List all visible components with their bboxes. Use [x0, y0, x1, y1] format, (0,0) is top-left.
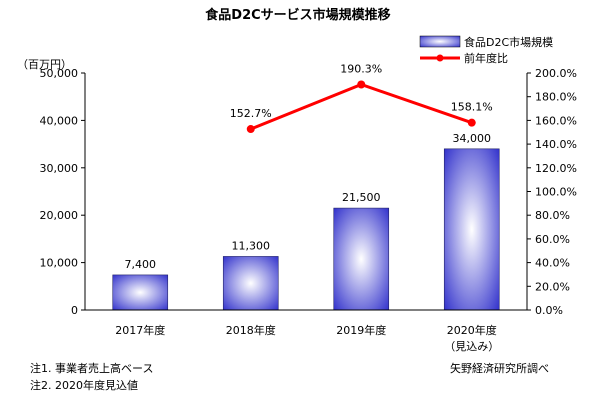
category-label: 2019年度: [336, 323, 386, 337]
left-tick-label: 10,000: [40, 257, 79, 270]
right-tick-label: 0.0%: [535, 304, 563, 317]
right-tick-label: 160.0%: [535, 114, 577, 127]
line-data-label: 190.3%: [340, 62, 382, 75]
right-tick-label: 20.0%: [535, 280, 570, 293]
left-tick-label: 50,000: [40, 67, 79, 80]
right-tick-label: 120.0%: [535, 162, 577, 175]
bar-data-label: 7,400: [125, 258, 157, 271]
right-tick-label: 60.0%: [535, 233, 570, 246]
bar: [112, 274, 169, 311]
right-axis: 0.0% 20.0% 40.0% 60.0% 80.0% 100.0% 120.0% 140.…: [527, 67, 577, 317]
source-note: 矢野経済研究所調べ: [450, 362, 549, 375]
bar-data-label: 11,300: [232, 239, 271, 252]
legend: 食品D2C市場規模 前年度比: [419, 35, 553, 65]
bar: [333, 207, 390, 311]
chart-title: 食品D2Cサービス市場規模推移: [205, 7, 390, 23]
left-tick-label: 20,000: [40, 209, 79, 222]
bar-series: 7,400 11,300 21,500 34,000: [112, 132, 500, 311]
legend-line-marker: [436, 54, 444, 62]
right-tick-label: 200.0%: [535, 67, 577, 80]
footnote-2: 注2. 2020年度見込値: [30, 379, 138, 392]
left-tick-label: 30,000: [40, 162, 79, 175]
left-axis-unit: （百万円）: [17, 58, 72, 71]
right-tick-label: 100.0%: [535, 186, 577, 199]
left-tick-label: 40,000: [40, 114, 79, 127]
right-tick-label: 140.0%: [535, 138, 577, 151]
bar-data-label: 34,000: [453, 132, 492, 145]
right-tick-label: 180.0%: [535, 91, 577, 104]
footnote-1: 注1. 事業者売上高ベース: [30, 362, 154, 375]
bar-data-label: 21,500: [342, 191, 381, 204]
line-data-label: 152.7%: [230, 107, 272, 120]
legend-bar-swatch: [419, 35, 461, 48]
bar: [222, 256, 279, 311]
category-sublabel: （見込み）: [444, 340, 499, 353]
line-point: [357, 80, 366, 89]
category-label: 2018年度: [226, 323, 276, 337]
bar: [443, 148, 500, 311]
legend-bar-label: 食品D2C市場規模: [464, 35, 553, 49]
x-axis: 2017年度 2018年度 2019年度 2020年度 （見込み）: [115, 323, 499, 353]
left-tick-label: 0: [71, 304, 78, 317]
legend-line-label: 前年度比: [464, 51, 508, 65]
line-data-label: 158.1%: [451, 101, 493, 114]
right-tick-label: 40.0%: [535, 257, 570, 270]
growth-line: [250, 82, 473, 131]
line-series: 152.7% 190.3% 158.1%: [230, 62, 493, 134]
category-label: 2020年度: [447, 323, 497, 337]
right-tick-label: 80.0%: [535, 209, 570, 222]
left-axis: 0 10,000 20,000 30,000 40,000 50,000: [40, 67, 85, 317]
line-point: [467, 118, 476, 127]
line-point: [246, 125, 255, 134]
category-label: 2017年度: [115, 323, 165, 337]
